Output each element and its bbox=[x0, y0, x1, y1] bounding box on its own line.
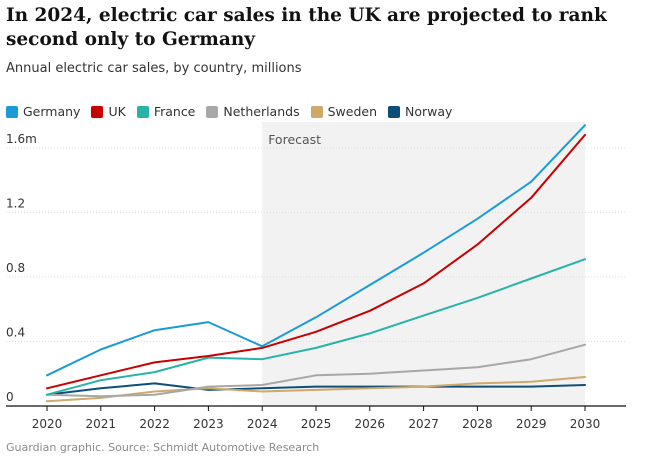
x-tick-label: 2021 bbox=[86, 417, 117, 431]
x-tick-label: 2022 bbox=[139, 417, 170, 431]
x-tick-label: 2024 bbox=[247, 417, 278, 431]
legend-swatch bbox=[310, 105, 323, 118]
legend-item-uk: UK bbox=[91, 104, 126, 119]
y-tick-label: 1.6m bbox=[6, 132, 37, 146]
x-tick-label: 2029 bbox=[516, 417, 547, 431]
series-line-norway bbox=[46, 382, 586, 396]
source-footer: Guardian graphic. Source: Schmidt Automo… bbox=[6, 441, 320, 454]
chart-legend: Germany UK France Netherlands Sweden Norway bbox=[6, 104, 452, 119]
y-tick-label: 1.2 bbox=[6, 196, 25, 210]
x-tick-label: 2027 bbox=[408, 417, 439, 431]
legend-swatch bbox=[206, 105, 219, 118]
legend-label: France bbox=[153, 104, 196, 119]
legend-item-france: France bbox=[136, 104, 196, 119]
forecast-label: Forecast bbox=[268, 132, 321, 147]
legend-item-norway: Norway bbox=[388, 104, 452, 119]
legend-label: Germany bbox=[23, 104, 81, 119]
y-tick-label: 0.4 bbox=[6, 325, 25, 339]
chart-title: In 2024, electric car sales in the UK ar… bbox=[6, 5, 607, 50]
x-tick-label: 2020 bbox=[32, 417, 63, 431]
legend-label: Sweden bbox=[327, 104, 377, 119]
x-tick-label: 2028 bbox=[462, 417, 493, 431]
series-line-netherlands bbox=[46, 343, 586, 398]
forecast-region bbox=[262, 122, 585, 406]
x-tick-label: 2023 bbox=[193, 417, 224, 431]
legend-label: Norway bbox=[405, 104, 453, 119]
legend-label: Netherlands bbox=[223, 104, 300, 119]
x-tick-label: 2025 bbox=[301, 417, 332, 431]
x-tick-label: 2026 bbox=[355, 417, 386, 431]
series-line-uk bbox=[46, 133, 586, 390]
legend-item-netherlands: Netherlands bbox=[206, 104, 300, 119]
y-tick-label: 0.8 bbox=[6, 261, 25, 275]
chart-subtitle: Annual electric car sales, by country, m… bbox=[6, 61, 302, 76]
legend-swatch bbox=[388, 105, 400, 118]
legend-item-sweden: Sweden bbox=[310, 104, 377, 119]
legend-swatch bbox=[6, 105, 18, 118]
legend-swatch bbox=[136, 105, 149, 118]
series-line-germany bbox=[46, 124, 586, 377]
y-tick-label: 0 bbox=[6, 390, 14, 404]
legend-label: UK bbox=[108, 104, 126, 119]
series-line-france bbox=[46, 258, 586, 396]
legend-swatch bbox=[91, 105, 104, 118]
x-tick-label: 2030 bbox=[570, 417, 601, 431]
legend-item-germany: Germany bbox=[6, 104, 80, 119]
series-line-sweden bbox=[46, 376, 586, 403]
